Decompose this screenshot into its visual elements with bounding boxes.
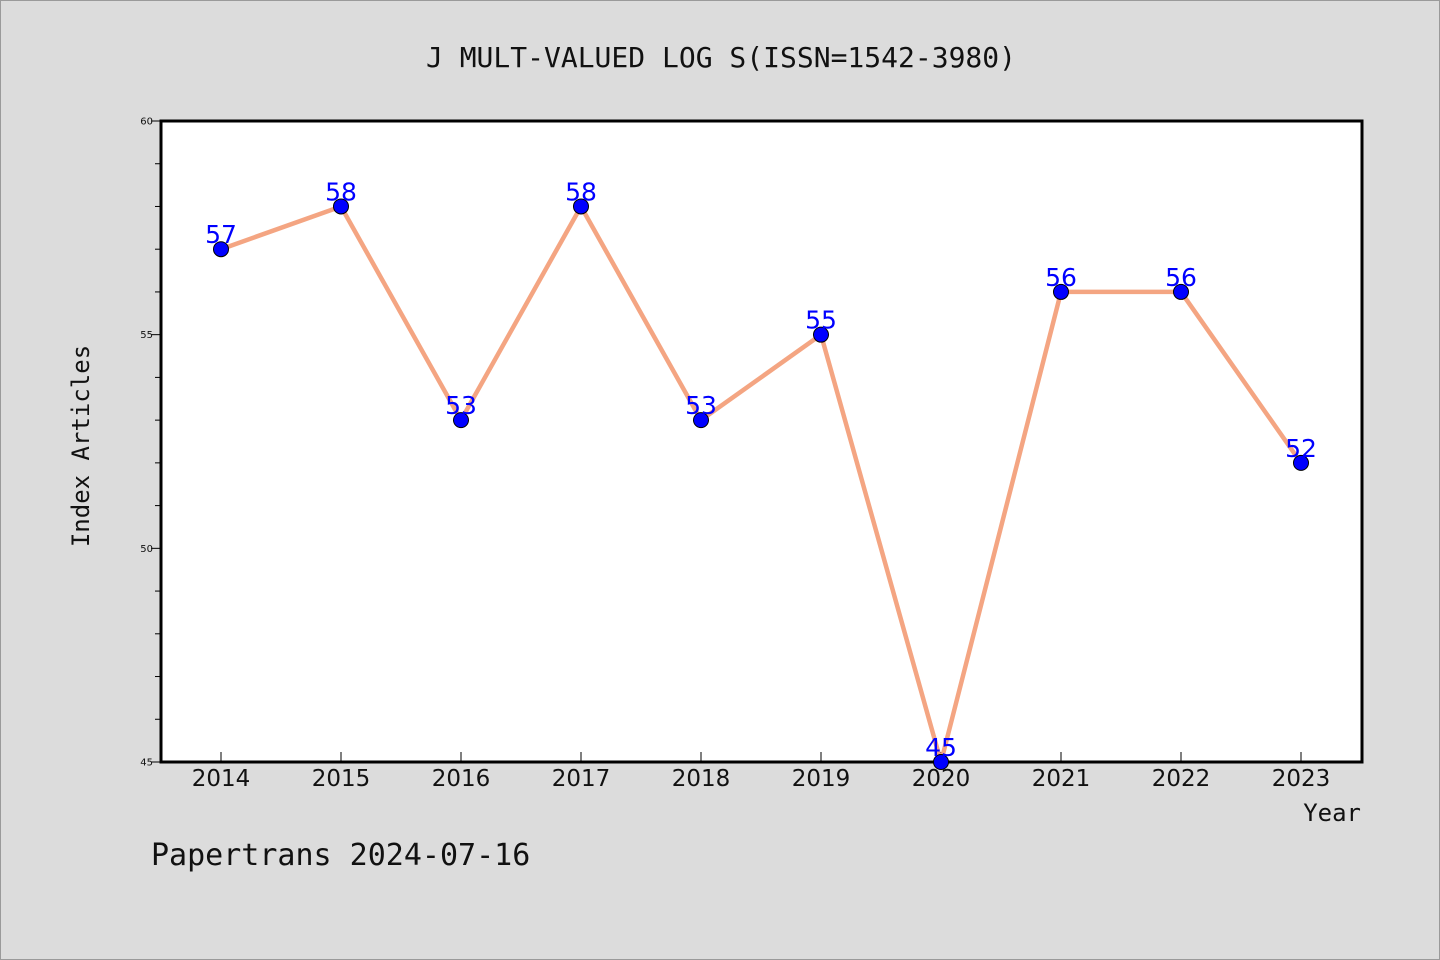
series-layer [213,198,1309,771]
data-label: 55 [805,306,837,335]
x-tick-label: 2021 [1032,766,1091,792]
data-point [453,412,469,429]
x-tick-label: 2019 [792,766,851,792]
x-axis-title: Year [1303,799,1361,827]
series-line [220,201,1303,771]
data-label: 45 [925,733,957,762]
x-tick-label: 2015 [312,766,371,792]
chart-title: J MULT-VALUED LOG S(ISSN=1542-3980) [426,41,1016,74]
plot-area [159,119,1364,764]
x-tick-label: 2023 [1272,766,1331,792]
y-tick-label: 50 [140,544,153,555]
data-point [213,241,229,258]
x-tick-label: 2022 [1152,766,1211,792]
data-point [1293,454,1309,471]
y-tick-label: 55 [140,330,153,341]
data-point [813,326,829,343]
data-labels: 57 58 53 58 53 55 45 56 56 52 [205,177,1317,762]
x-tick-label: 2020 [912,766,971,792]
data-label: 58 [565,177,597,206]
y-axis: 45 50 55 60 [140,117,161,769]
data-label: 53 [685,391,717,420]
data-point [933,754,949,770]
data-point [333,198,349,215]
data-label: 56 [1165,263,1197,292]
data-label: 52 [1285,434,1317,463]
y-tick-label: 45 [140,758,153,769]
footer-watermark: Papertrans 2024-07-16 [151,838,530,873]
x-axis: 2014 2015 2016 2017 2018 2019 2020 2021 2022 2023 [192,752,1331,792]
y-axis-title: Index Articles [67,345,95,547]
x-tick-label: 2016 [432,766,491,792]
data-point [693,412,709,429]
data-point [1053,283,1069,300]
data-label: 58 [325,177,357,206]
x-tick-label: 2018 [672,766,731,792]
data-point [1173,283,1189,300]
data-label: 53 [445,391,477,420]
y-tick-label: 60 [140,117,153,128]
x-tick-label: 2017 [552,766,611,792]
data-point [573,198,589,215]
data-label: 57 [205,220,237,249]
x-tick-label: 2014 [192,766,251,792]
data-label: 56 [1045,263,1077,292]
